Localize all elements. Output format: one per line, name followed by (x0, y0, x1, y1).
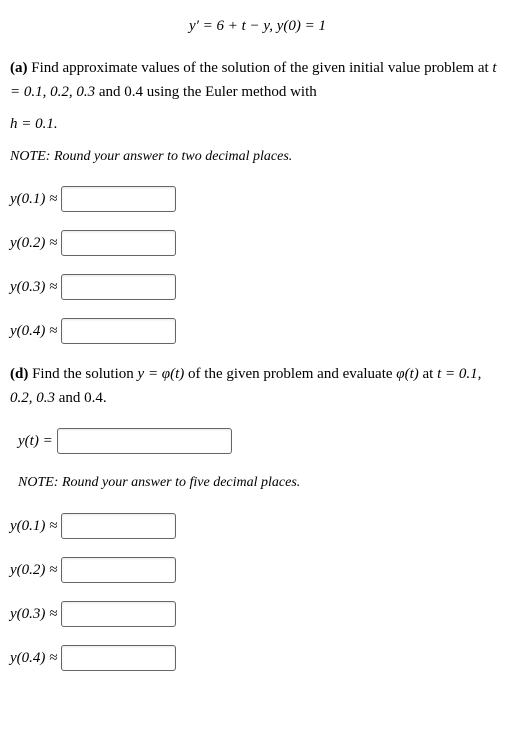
part-d-text3: of the given problem and evaluate (184, 366, 396, 382)
part-a-h-line: h = 0.1. (10, 112, 505, 136)
y01-label-d: y(0.1) ≈ (10, 514, 57, 538)
part-a-row-2: y(0.2) ≈ (10, 230, 505, 256)
y02-input-a[interactable] (61, 230, 176, 256)
part-a-text3: and 0.4 using the Euler method with (95, 84, 317, 100)
part-a-row-1: y(0.1) ≈ (10, 186, 505, 212)
part-d-label: (d) (10, 366, 28, 382)
part-d-text1: Find the solution (32, 366, 137, 382)
part-d-row-3: y(0.3) ≈ (10, 601, 505, 627)
part-a-label: (a) (10, 60, 28, 76)
y03-input-d[interactable] (61, 601, 176, 627)
main-equation: y′ = 6 + t − y, y(0) = 1 (10, 14, 505, 38)
part-d-text: (d) Find the solution y = φ(t) of the gi… (10, 362, 505, 410)
part-a-note: NOTE: Round your answer to two decimal p… (10, 146, 505, 168)
y01-label-a: y(0.1) ≈ (10, 187, 57, 211)
y02-label-a: y(0.2) ≈ (10, 231, 57, 255)
part-a-text1: Find approximate values of the solution … (31, 60, 492, 76)
part-d-row-2: y(0.2) ≈ (10, 557, 505, 583)
y03-label-a: y(0.3) ≈ (10, 275, 57, 299)
part-d-text7: and 0.4. (55, 390, 107, 406)
yt-input[interactable] (57, 428, 232, 454)
y02-input-d[interactable] (61, 557, 176, 583)
y03-label-d: y(0.3) ≈ (10, 602, 57, 626)
part-a-row-3: y(0.3) ≈ (10, 274, 505, 300)
y03-input-a[interactable] (61, 274, 176, 300)
part-d-row-1: y(0.1) ≈ (10, 513, 505, 539)
part-d-row-4: y(0.4) ≈ (10, 645, 505, 671)
y04-input-d[interactable] (61, 645, 176, 671)
part-d-yphi: y = φ(t) (138, 366, 185, 382)
y01-input-d[interactable] (61, 513, 176, 539)
part-a-row-4: y(0.4) ≈ (10, 318, 505, 344)
part-a-text: (a) Find approximate values of the solut… (10, 56, 505, 104)
y02-label-d: y(0.2) ≈ (10, 558, 57, 582)
part-d-yt-row: y(t) = (18, 428, 505, 454)
part-d-phi: φ(t) (396, 366, 418, 382)
part-d-text5: at (419, 366, 437, 382)
y01-input-a[interactable] (61, 186, 176, 212)
yt-label: y(t) = (18, 429, 53, 453)
y04-input-a[interactable] (61, 318, 176, 344)
y04-label-d: y(0.4) ≈ (10, 646, 57, 670)
y04-label-a: y(0.4) ≈ (10, 319, 57, 343)
part-d-note: NOTE: Round your answer to five decimal … (18, 472, 505, 494)
